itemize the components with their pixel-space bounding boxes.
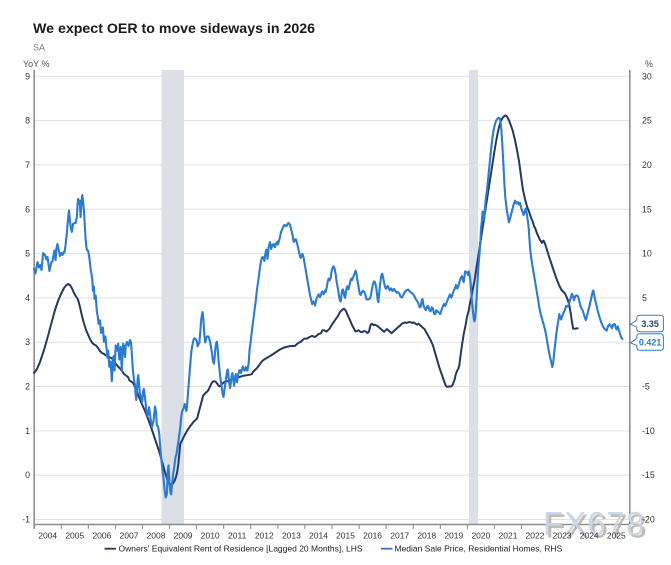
svg-text:2017: 2017 [390, 531, 409, 541]
svg-text:2: 2 [25, 382, 30, 392]
svg-text:10: 10 [642, 249, 652, 259]
svg-text:2025: 2025 [607, 531, 626, 541]
svg-text:15: 15 [642, 204, 652, 214]
svg-text:3.35: 3.35 [641, 319, 659, 329]
svg-text:2018: 2018 [417, 531, 436, 541]
svg-text:30: 30 [642, 71, 652, 81]
svg-text:YoY %: YoY % [23, 59, 50, 69]
svg-text:-1: -1 [22, 515, 30, 525]
svg-text:2014: 2014 [309, 531, 328, 541]
svg-text:2015: 2015 [336, 531, 355, 541]
svg-text:0: 0 [25, 470, 30, 480]
svg-text:6: 6 [25, 204, 30, 214]
svg-text:2005: 2005 [65, 531, 84, 541]
svg-text:2013: 2013 [282, 531, 301, 541]
svg-text:3: 3 [25, 337, 30, 347]
svg-text:2021: 2021 [499, 531, 518, 541]
svg-text:9: 9 [25, 71, 30, 81]
svg-text:20: 20 [642, 160, 652, 170]
svg-text:8: 8 [25, 116, 30, 126]
svg-text:4: 4 [25, 293, 30, 303]
svg-text:2024: 2024 [580, 531, 599, 541]
svg-text:7: 7 [25, 160, 30, 170]
svg-text:2023: 2023 [553, 531, 572, 541]
svg-text:2004: 2004 [38, 531, 57, 541]
svg-text:2011: 2011 [228, 531, 247, 541]
svg-text:2010: 2010 [201, 531, 220, 541]
svg-text:2008: 2008 [147, 531, 166, 541]
svg-text:2020: 2020 [471, 531, 490, 541]
svg-text:-10: -10 [642, 426, 655, 436]
svg-text:25: 25 [642, 116, 652, 126]
svg-text:1: 1 [25, 426, 30, 436]
svg-text:2022: 2022 [526, 531, 545, 541]
svg-text:2006: 2006 [92, 531, 111, 541]
svg-text:%: % [645, 59, 653, 69]
svg-text:-20: -20 [642, 515, 655, 525]
svg-text:SA: SA [33, 43, 45, 53]
svg-text:We expect OER to move sideways: We expect OER to move sideways in 2026 [33, 21, 315, 37]
svg-text:2016: 2016 [363, 531, 382, 541]
svg-text:FX678: FX678 [546, 508, 648, 545]
svg-text:2012: 2012 [255, 531, 274, 541]
svg-text:2019: 2019 [444, 531, 463, 541]
svg-text:Median Sale Price, Residential: Median Sale Price, Residential Homes, RH… [395, 544, 563, 554]
svg-text:5: 5 [642, 293, 647, 303]
svg-text:2009: 2009 [174, 531, 193, 541]
svg-text:Owners' Equivalent Rent of Res: Owners' Equivalent Rent of Residence [La… [119, 544, 363, 554]
svg-text:-15: -15 [642, 470, 655, 480]
svg-text:-5: -5 [642, 382, 650, 392]
svg-text:2007: 2007 [120, 531, 139, 541]
svg-text:FX678: FX678 [543, 505, 645, 542]
svg-text:5: 5 [25, 249, 30, 259]
svg-text:0.421: 0.421 [639, 337, 662, 347]
